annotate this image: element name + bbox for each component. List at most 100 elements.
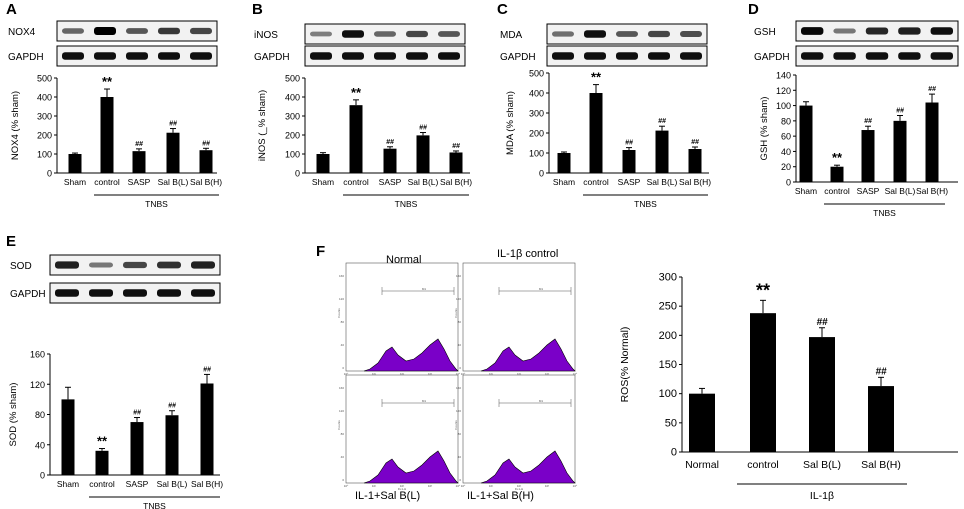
bar <box>750 313 776 452</box>
y-tick-label: 120 <box>30 380 45 390</box>
y-tick-label: 0 <box>295 169 300 179</box>
loading-band <box>865 52 889 60</box>
y-tick-label: 0 <box>671 447 677 459</box>
loading-band <box>552 52 574 60</box>
category-label: Normal <box>685 459 719 471</box>
loading-band <box>374 52 396 60</box>
y-tick-label: 250 <box>659 301 677 313</box>
histogram-x-tick: 10² <box>517 484 521 488</box>
histogram-x-tick: 10³ <box>428 372 432 376</box>
y-tick-label: 200 <box>285 131 300 141</box>
category-label: Sham <box>553 177 575 187</box>
significance-stars: ** <box>591 70 602 85</box>
histogram-x-tick: 10⁰ <box>344 484 349 488</box>
histogram-x-tick: 10⁰ <box>344 372 349 376</box>
protein-band <box>616 31 638 37</box>
category-label: control <box>583 177 609 187</box>
y-tick-label: 40 <box>781 147 791 157</box>
category-label: SASP <box>126 479 149 489</box>
category-label: Sal B(H) <box>861 459 901 471</box>
bar <box>589 93 603 173</box>
protein-label: GSH <box>754 27 776 38</box>
bar <box>383 148 397 173</box>
group-label: TNBS <box>634 199 657 209</box>
chart-b: 0 100 200 300 400 500 iNOS (_% sham) Sham ** cont… <box>257 74 472 210</box>
category-label: SASP <box>857 186 880 196</box>
protein-band <box>833 28 856 34</box>
histogram-2: M10408012016010⁰10¹10²10³10⁴FL1-HCountsI… <box>454 248 578 379</box>
histogram-y-tick: 160 <box>339 386 344 390</box>
y-tick-label: 100 <box>776 101 791 111</box>
loading-band <box>55 289 79 297</box>
loading-band <box>438 52 460 60</box>
histogram-x-tick: 10¹ <box>489 484 493 488</box>
protein-band <box>55 261 79 269</box>
histogram-y-tick: 80 <box>341 432 345 436</box>
protein-band <box>89 262 113 268</box>
gate-label: M1 <box>539 287 543 291</box>
significance-stars: ** <box>756 280 770 300</box>
bar <box>689 393 715 452</box>
protein-band <box>62 28 84 34</box>
panel-letter: F <box>316 243 325 260</box>
loading-band <box>126 52 148 60</box>
blot-panel-e: E SOD GAPDH <box>6 233 221 304</box>
category-label: SASP <box>379 177 402 187</box>
loading-band <box>89 289 113 297</box>
loading-label: GAPDH <box>10 289 46 300</box>
category-label: control <box>94 177 120 187</box>
category-label: Sal B(H) <box>191 479 223 489</box>
bar <box>165 415 179 475</box>
loading-band <box>342 52 364 60</box>
loading-band <box>62 52 84 60</box>
bar <box>861 130 875 182</box>
y-tick-label: 0 <box>786 178 791 188</box>
category-label: SASP <box>128 177 151 187</box>
histogram-x-tick: 10⁴ <box>456 372 461 376</box>
histogram-title: IL-1β control <box>497 248 558 260</box>
bar <box>200 383 214 475</box>
protein-band <box>406 30 428 38</box>
histogram-distribution <box>363 338 459 372</box>
bar <box>130 422 144 475</box>
bar <box>132 151 146 173</box>
loading-label: GAPDH <box>754 52 790 63</box>
loading-band <box>930 52 953 60</box>
panel-letter: B <box>252 1 263 18</box>
loading-label: GAPDH <box>254 52 290 63</box>
significance-stars: ** <box>351 85 362 100</box>
protein-band <box>123 261 147 269</box>
category-label: control <box>747 459 779 471</box>
loading-band <box>191 289 215 297</box>
histogram-4: M1 0 40 80 120 160 10⁰ 10¹ 10² 10³ 10⁴ FL1-H Counts I… <box>454 374 578 502</box>
histogram-x-tick: 10⁰ <box>461 484 466 488</box>
histogram-title: Normal <box>386 254 421 266</box>
bar <box>622 150 636 173</box>
y-tick-label: 400 <box>529 89 544 99</box>
chart-a: 0 100 200 300 400 500 NOX4 (% sham) Sham ** contr… <box>10 74 222 210</box>
histogram-y-tick: 40 <box>458 455 462 459</box>
category-label: Sal B(L) <box>647 177 678 187</box>
protein-label: MDA <box>500 30 523 41</box>
significance-hash: ## <box>386 139 394 146</box>
histogram-y-tick: 80 <box>341 320 345 324</box>
protein-band <box>680 31 702 37</box>
y-tick-label: 500 <box>37 74 52 84</box>
y-tick-label: 100 <box>285 150 300 160</box>
loading-label: GAPDH <box>8 52 44 63</box>
protein-band <box>648 30 670 38</box>
histogram-x-tick: 10⁴ <box>573 484 578 488</box>
bar <box>688 149 702 173</box>
significance-stars: ** <box>832 150 843 165</box>
y-axis-label: ROS(% Normal) <box>619 327 631 403</box>
group-label: TNBS <box>873 208 896 218</box>
protein-band <box>584 30 606 38</box>
histogram-x-tick: 10² <box>400 372 404 376</box>
y-tick-label: 300 <box>529 109 544 119</box>
y-tick-label: 140 <box>776 71 791 81</box>
panel-letter: A <box>6 1 17 18</box>
category-label: Sal B(L) <box>158 177 189 187</box>
significance-hash: ## <box>419 125 427 132</box>
protein-band <box>438 31 460 37</box>
